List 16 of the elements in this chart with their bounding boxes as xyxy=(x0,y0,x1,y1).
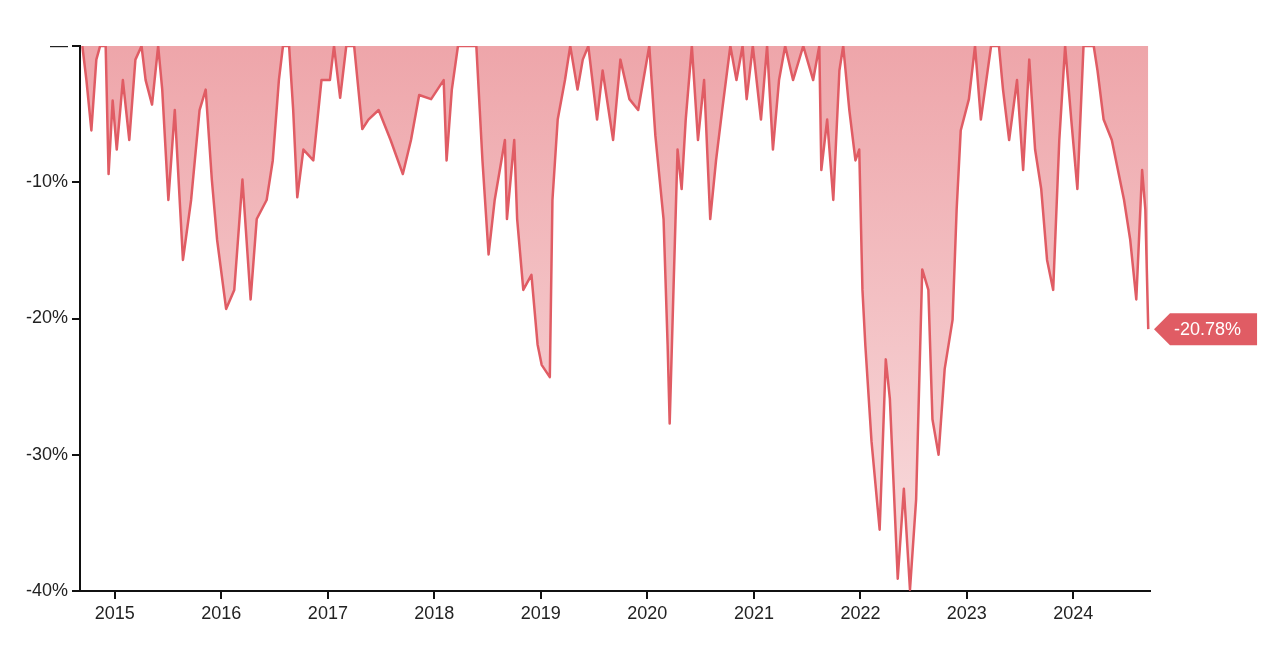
x-tick-label: 2023 xyxy=(946,602,987,623)
x-tick-label: 2022 xyxy=(840,602,881,623)
x-tick-label: 2024 xyxy=(1053,602,1094,623)
x-tick-label: 2017 xyxy=(307,602,348,623)
annotation: -20.78% xyxy=(1174,319,1242,340)
y-tick-label: -40% xyxy=(25,579,68,600)
x-tick-label: 2016 xyxy=(201,602,242,623)
y-tick-label: — xyxy=(50,34,68,55)
x-tick-label: 2021 xyxy=(733,602,774,623)
x-tick-label: 2018 xyxy=(414,602,455,623)
y-tick-label: -30% xyxy=(25,443,68,464)
y-tick-label: -10% xyxy=(25,171,68,192)
x-tick-label: 2019 xyxy=(520,602,561,623)
y-tick-label: -20% xyxy=(25,307,68,328)
x-tick-label: 2020 xyxy=(627,602,668,623)
x-tick-label: 2015 xyxy=(94,602,135,623)
